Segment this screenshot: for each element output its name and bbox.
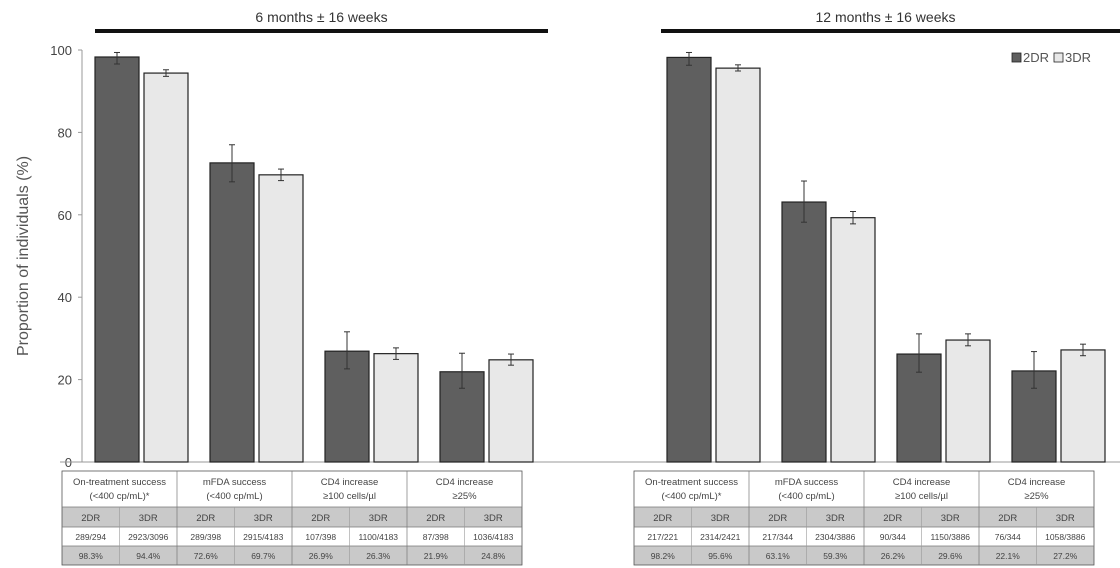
table-group-header: 3DR (826, 513, 845, 524)
table-count-cell: 1150/3886 (930, 532, 970, 542)
table-category-sublabel: (<400 cp/mL) (778, 491, 834, 502)
bar-3dr (945, 339, 991, 463)
table-category-label: CD4 increase (1008, 477, 1066, 488)
bar-3dr (1060, 349, 1106, 463)
table-category-label: CD4 increase (321, 477, 379, 488)
table-count-cell: 87/398 (423, 532, 449, 542)
table-category-sublabel: ≥100 cells/µl (323, 491, 376, 502)
table-percent-cell: 29.6% (938, 551, 963, 561)
table-percent-cell: 69.7% (251, 551, 276, 561)
table-category-sublabel: ≥25% (1024, 491, 1049, 502)
y-tick-label: 20 (58, 373, 72, 388)
table-count-cell: 90/344 (880, 532, 906, 542)
table-percent-cell: 26.3% (366, 551, 391, 561)
table-category-label: CD4 increase (893, 477, 951, 488)
table-category-sublabel: ≥25% (452, 491, 477, 502)
bar-2dr (324, 350, 370, 463)
table-percent-cell: 22.1% (996, 551, 1021, 561)
table-count-cell: 217/221 (647, 532, 678, 542)
table-percent-cell: 94.4% (136, 551, 161, 561)
table-category-label: On-treatment success (645, 477, 738, 488)
table-category-label: On-treatment success (73, 477, 166, 488)
table-group-header: 3DR (484, 513, 503, 524)
y-tick-label: 100 (50, 43, 72, 58)
table-group-header: 2DR (311, 513, 330, 524)
bar-2dr (209, 162, 255, 463)
bar-2dr (94, 56, 140, 463)
table-group-header: 2DR (81, 513, 100, 524)
table-group-header: 2DR (998, 513, 1017, 524)
bar-3dr (488, 359, 534, 463)
y-tick-label: 40 (58, 290, 72, 305)
table-group-header: 2DR (653, 513, 672, 524)
table-percent-cell: 72.6% (194, 551, 219, 561)
table-percent-cell: 26.2% (881, 551, 906, 561)
bar-2dr (666, 56, 712, 463)
table-group-header: 2DR (196, 513, 215, 524)
table-percent-cell: 63.1% (766, 551, 791, 561)
bar-3dr (373, 353, 419, 463)
table-category-sublabel: (<400 cp/mL)* (662, 491, 722, 502)
table-percent-cell: 95.6% (708, 551, 733, 561)
table-group-header: 3DR (254, 513, 273, 524)
table-category-label: mFDA success (775, 477, 839, 488)
table-category-label: mFDA success (203, 477, 267, 488)
bar-3dr (715, 67, 761, 463)
table-category-sublabel: ≥100 cells/µl (895, 491, 948, 502)
bar-2dr (781, 201, 827, 463)
legend-label-2dr: 2DR (1023, 50, 1049, 65)
table-count-cell: 1036/4183 (473, 532, 513, 542)
table-count-cell: 289/398 (190, 532, 221, 542)
legend-label-3dr: 3DR (1065, 50, 1091, 65)
table-group-header: 2DR (426, 513, 445, 524)
bar-3dr (143, 72, 189, 463)
y-tick-label: 60 (58, 208, 72, 223)
table-group-header: 3DR (711, 513, 730, 524)
table-count-cell: 1100/4183 (358, 532, 398, 542)
table-percent-cell: 98.2% (651, 551, 676, 561)
table-group-header: 2DR (768, 513, 787, 524)
table-percent-cell: 98.3% (79, 551, 104, 561)
table-group-header: 3DR (369, 513, 388, 524)
panel-title: 6 months ± 16 weeks (255, 9, 387, 25)
table-percent-cell: 24.8% (481, 551, 506, 561)
table-category-sublabel: (<400 cp/mL)* (90, 491, 150, 502)
table-percent-cell: 21.9% (424, 551, 449, 561)
y-tick-label: 80 (58, 125, 72, 140)
table-count-cell: 2314/2421 (700, 532, 740, 542)
table-category-sublabel: (<400 cp/mL) (206, 491, 262, 502)
table-percent-cell: 59.3% (823, 551, 848, 561)
table-percent-cell: 27.2% (1053, 551, 1078, 561)
bar-3dr (830, 217, 876, 463)
bar-3dr (258, 174, 304, 463)
y-axis-label: Proportion of individuals (%) (15, 156, 32, 356)
table-category-label: CD4 increase (436, 477, 494, 488)
table-percent-cell: 26.9% (309, 551, 334, 561)
table-group-header: 3DR (1056, 513, 1075, 524)
table-group-header: 3DR (139, 513, 158, 524)
table-count-cell: 289/294 (75, 532, 106, 542)
table-count-cell: 2915/4183 (243, 532, 283, 542)
table-group-header: 2DR (883, 513, 902, 524)
table-count-cell: 1058/3886 (1045, 532, 1085, 542)
legend-swatch-2dr (1011, 52, 1022, 63)
table-count-cell: 2304/3886 (815, 532, 855, 542)
table-count-cell: 107/398 (305, 532, 336, 542)
panel-title: 12 months ± 16 weeks (816, 9, 956, 25)
legend-swatch-3dr (1053, 52, 1064, 63)
table-group-header: 3DR (941, 513, 960, 524)
table-count-cell: 217/344 (762, 532, 793, 542)
table-count-cell: 2923/3096 (128, 532, 168, 542)
table-count-cell: 76/344 (995, 532, 1021, 542)
